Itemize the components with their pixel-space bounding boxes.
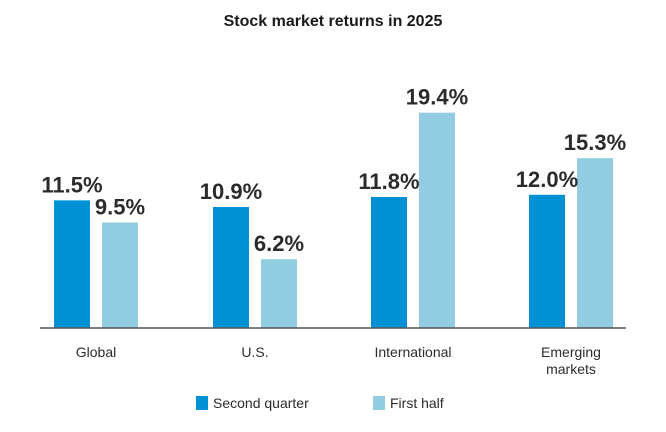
chart-title: Stock market returns in 2025 bbox=[224, 13, 443, 30]
legend-swatch-1 bbox=[373, 396, 385, 410]
category-label-2: International bbox=[374, 344, 451, 360]
data-label-second-quarter-1: 10.9% bbox=[200, 179, 262, 204]
data-label-first-half-2: 19.4% bbox=[406, 85, 468, 110]
bar-first-half-0 bbox=[102, 222, 138, 328]
bar-first-half-1 bbox=[261, 259, 297, 328]
data-label-second-quarter-3: 12.0% bbox=[516, 167, 578, 192]
data-label-first-half-0: 9.5% bbox=[95, 195, 145, 220]
category-label-1: U.S. bbox=[241, 344, 268, 360]
category-label-0: Global bbox=[76, 344, 116, 360]
category-label-3: Emerging markets bbox=[541, 344, 601, 377]
bar-second-quarter-1 bbox=[213, 207, 249, 328]
bar-first-half-3 bbox=[577, 158, 613, 328]
bar-second-quarter-3 bbox=[529, 194, 565, 328]
data-label-second-quarter-0: 11.5% bbox=[41, 172, 102, 197]
bars-group bbox=[54, 112, 613, 328]
data-label-first-half-1: 6.2% bbox=[254, 231, 304, 256]
bar-second-quarter-0 bbox=[54, 200, 90, 328]
legend-label-0: Second quarter bbox=[213, 395, 309, 411]
category-labels-group: Global U.S. International Emerging markets bbox=[76, 344, 601, 377]
data-label-second-quarter-2: 11.8% bbox=[358, 169, 419, 194]
legend-label-1: First half bbox=[390, 395, 444, 411]
data-labels-group: 11.5% 10.9% 11.8% 12.0% 9.5% 6.2% 19.4% 15.3% bbox=[41, 85, 626, 257]
data-label-first-half-3: 15.3% bbox=[564, 130, 626, 155]
bar-second-quarter-2 bbox=[371, 197, 407, 328]
bar-first-half-2 bbox=[419, 112, 455, 328]
legend: Second quarter First half bbox=[196, 395, 444, 411]
legend-swatch-0 bbox=[196, 396, 208, 410]
